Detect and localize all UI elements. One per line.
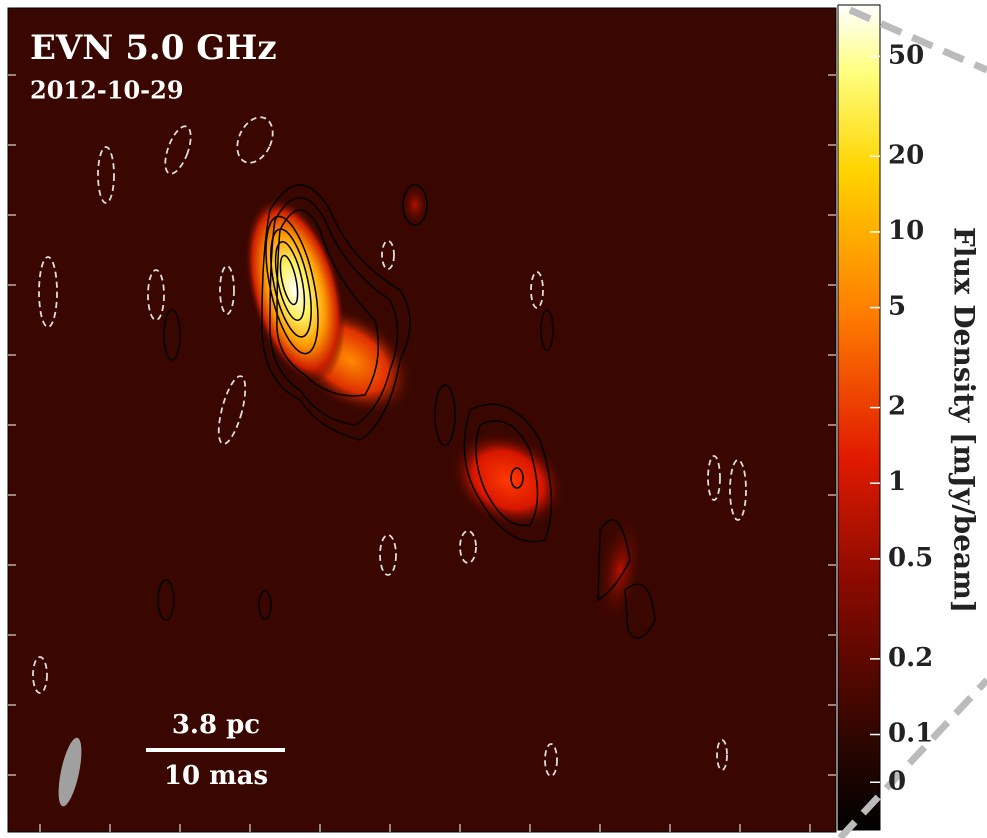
- decoration: [837, 6, 987, 838]
- contour: [463, 403, 553, 543]
- negative-contour: [219, 265, 235, 315]
- negative-contour: [729, 459, 747, 521]
- contour: [597, 519, 631, 602]
- negative-contours: [32, 116, 747, 777]
- contour: [402, 184, 428, 226]
- colorbar-tick-label: 0.2: [888, 643, 933, 673]
- colorbar-tick-label: 20: [888, 140, 924, 170]
- contour: [510, 467, 524, 489]
- contour: [157, 579, 175, 621]
- contour: [270, 228, 312, 338]
- contour: [274, 241, 306, 321]
- subtitle: 2012-10-29: [30, 76, 184, 105]
- beam: [58, 737, 82, 807]
- scale-bar-label: 3.8 pc: [172, 710, 260, 740]
- colorbar-tick-label: 1: [888, 467, 906, 497]
- negative-contour: [381, 240, 395, 270]
- weak-emission: [401, 183, 429, 227]
- negative-contour: [32, 656, 48, 694]
- contour: [475, 420, 539, 527]
- contour: [258, 590, 272, 620]
- negative-contour: [164, 125, 192, 175]
- negative-contour: [530, 271, 544, 309]
- contour: [540, 309, 554, 351]
- colorbar-tick-label: 50: [888, 40, 924, 70]
- contour: [276, 209, 380, 397]
- negative-contour: [97, 146, 115, 204]
- contour: [624, 583, 656, 639]
- contour: [269, 196, 399, 426]
- frame-ticks: [8, 74, 836, 832]
- colorbar: [837, 4, 881, 831]
- title: EVN 5.0 GHz: [30, 28, 277, 68]
- colorbar-tick-label: 2: [888, 392, 906, 422]
- image-background: [7, 7, 837, 833]
- image-panel: 3.8 pc 10 mas EVN 5.0 GHz 2012-10-29: [7, 7, 837, 833]
- emission: [245, 183, 644, 625]
- negative-contour: [236, 116, 274, 164]
- dashed-line: [848, 6, 987, 74]
- contour: [434, 384, 456, 446]
- colorbar-tick-label: 0.5: [888, 543, 933, 573]
- colorbar-label: Flux Density [mJy/beam]: [948, 227, 981, 613]
- contour: [261, 184, 411, 441]
- colorbar-tick-label: 0: [888, 766, 906, 796]
- negative-contour: [147, 269, 165, 321]
- colorbar-tick-label: 5: [888, 292, 906, 322]
- negative-contour: [379, 534, 397, 576]
- negative-contour: [544, 743, 558, 777]
- colorbar-tick-label: 10: [888, 216, 924, 246]
- contour: [265, 215, 319, 355]
- negative-contour: [459, 530, 477, 564]
- negative-contour: [707, 455, 721, 501]
- negative-contour: [217, 375, 247, 445]
- dashed-line: [837, 677, 987, 838]
- negative-contour: [716, 739, 728, 771]
- negative-contour: [38, 256, 58, 328]
- colorbar-tick-label: 0.1: [888, 719, 933, 749]
- contour: [163, 309, 181, 361]
- contour: [279, 254, 299, 306]
- frame-tick: [8, 74, 836, 832]
- weak-emission: [596, 515, 644, 625]
- contours: [157, 184, 656, 639]
- scale-bar-label: 10 mas: [164, 761, 268, 791]
